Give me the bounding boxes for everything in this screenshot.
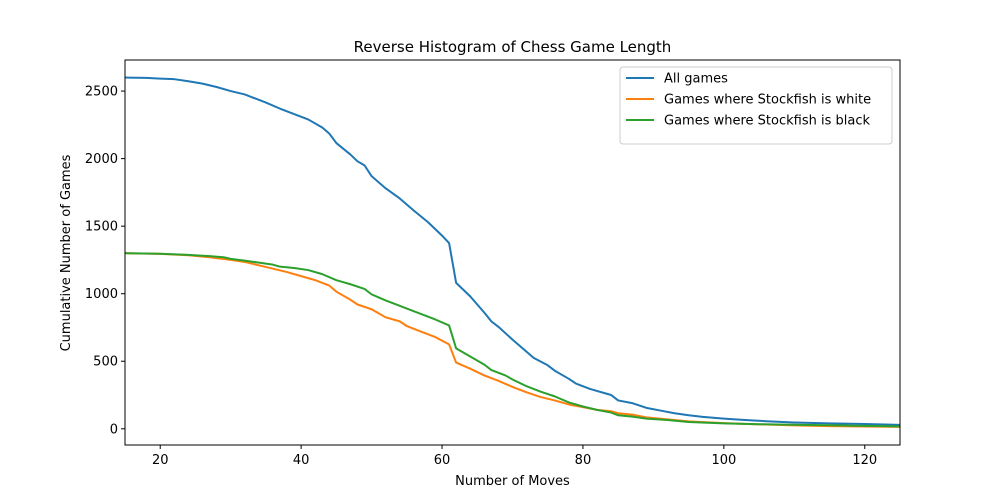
x-tick-label-80: 80 bbox=[575, 453, 592, 468]
plot-frame bbox=[124, 59, 901, 446]
axes-layer: 20 40 60 80 100 120 0 500 1000 1500 2000 2500 bbox=[85, 59, 901, 468]
legend: All games Games where Stockfish is white G… bbox=[619, 66, 893, 145]
x-tick-label-40: 40 bbox=[293, 453, 310, 468]
x-axis-label: Number of Moves bbox=[455, 474, 570, 489]
legend-box bbox=[619, 66, 893, 145]
x-tick-label-60: 60 bbox=[434, 453, 451, 468]
x-tick-label-100: 100 bbox=[711, 453, 736, 468]
series-line-1 bbox=[125, 76, 900, 426]
y-tick-label-500: 500 bbox=[93, 355, 118, 370]
series-line-3 bbox=[125, 252, 900, 428]
series-layer bbox=[125, 76, 900, 428]
y-tick-label-1500: 1500 bbox=[85, 220, 118, 235]
chart-title: Reverse Histogram of Chess Game Length bbox=[354, 38, 672, 56]
x-tick-label-20: 20 bbox=[152, 453, 169, 468]
y-tick-label-1000: 1000 bbox=[85, 287, 118, 302]
y-tick-label-2500: 2500 bbox=[85, 85, 118, 100]
x-tick-label-120: 120 bbox=[852, 453, 877, 468]
legend-entry-2: Games where Stockfish is white bbox=[664, 93, 871, 108]
y-tick-label-2000: 2000 bbox=[85, 152, 118, 167]
legend-entry-1: All games bbox=[664, 72, 728, 87]
y-tick-label-0: 0 bbox=[110, 422, 118, 437]
y-axis-label: Cumulative Number of Games bbox=[59, 154, 74, 351]
legend-entry-3: Games where Stockfish is black bbox=[664, 114, 870, 129]
